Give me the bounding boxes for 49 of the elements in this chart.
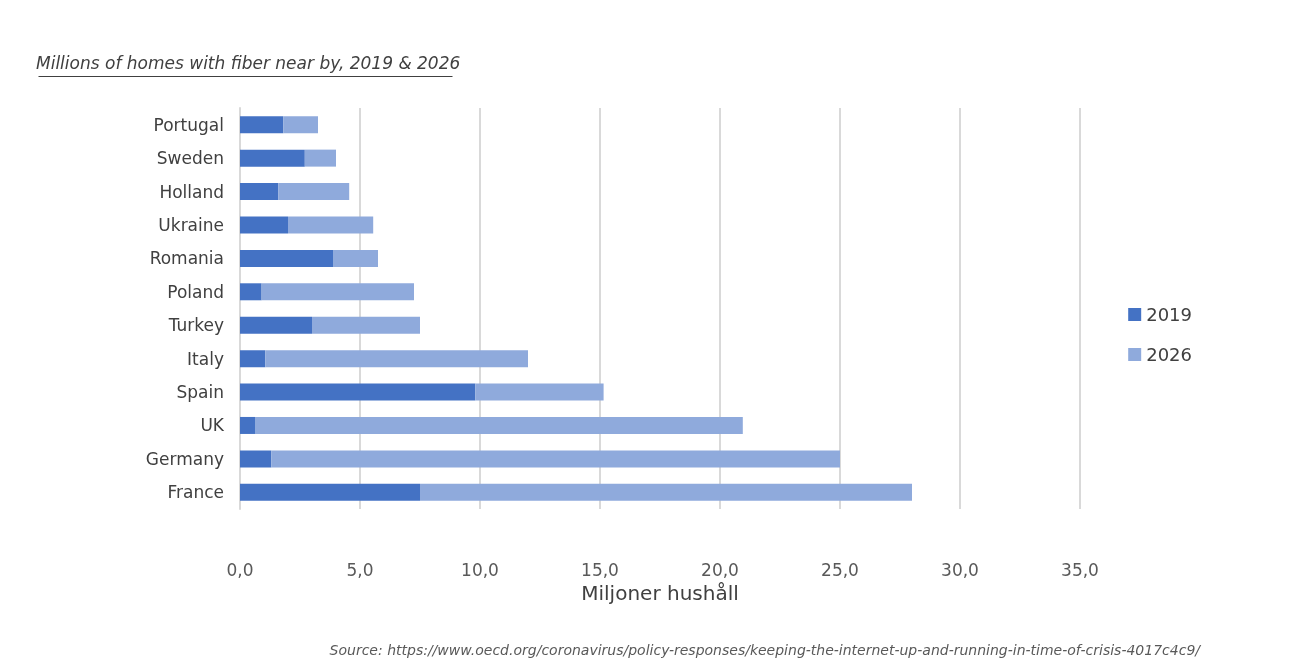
bar — [240, 116, 284, 134]
x-tick-label: 35,0 — [1061, 559, 1099, 580]
bar — [278, 183, 350, 201]
y-tick-label: UK — [200, 415, 225, 436]
y-tick-label: Germany — [145, 448, 224, 469]
bar — [240, 350, 266, 368]
bar — [240, 183, 279, 201]
x-axis-title: Miljoner hushåll — [581, 580, 739, 605]
bar — [240, 149, 305, 167]
bar — [420, 483, 912, 501]
bar — [271, 450, 840, 468]
legend-label: 2026 — [1146, 344, 1192, 365]
bar — [288, 216, 374, 234]
bar — [240, 316, 312, 334]
bar — [261, 283, 414, 301]
x-tick-label: 30,0 — [941, 559, 979, 580]
y-tick-label: Sweden — [156, 148, 224, 169]
source-note: Source: https://www.oecd.org/coronavirus/policy-responses/keeping-the-internet-up-and-running-in-time-of-crisis-4017c4c9/ — [329, 642, 1202, 658]
bar — [312, 316, 420, 334]
x-tick-label: 20,0 — [701, 559, 739, 580]
bar — [240, 283, 262, 301]
y-tick-label: Spain — [176, 382, 224, 403]
bar — [240, 383, 476, 401]
bar — [240, 416, 256, 434]
y-tick-label: Holland — [159, 181, 224, 202]
y-tick-label: Romania — [149, 248, 224, 269]
x-tick-label: 15,0 — [581, 559, 619, 580]
bar — [240, 483, 420, 501]
bar — [240, 450, 272, 468]
bar — [283, 116, 318, 134]
x-tick-label: 10,0 — [461, 559, 499, 580]
legend-label: 2019 — [1146, 304, 1192, 325]
bar — [333, 249, 378, 267]
y-tick-label: France — [167, 482, 224, 503]
bar — [475, 383, 604, 401]
y-tick-label: Turkey — [167, 315, 224, 336]
x-tick-label: 25,0 — [821, 559, 859, 580]
bar — [304, 149, 336, 167]
x-tick-label: 5,0 — [346, 559, 374, 580]
bar — [255, 416, 743, 434]
y-tick-label: Ukraine — [158, 214, 224, 235]
y-tick-label: Portugal — [153, 114, 224, 135]
chart-title: Millions of homes with fiber near by, 2019 & 2026 — [36, 52, 461, 73]
bar — [240, 216, 288, 234]
y-tick-label: Italy — [187, 348, 224, 369]
bar — [240, 249, 334, 267]
bar — [265, 350, 528, 368]
x-tick-label: 0,0 — [226, 559, 254, 580]
y-tick-label: Poland — [167, 281, 224, 302]
